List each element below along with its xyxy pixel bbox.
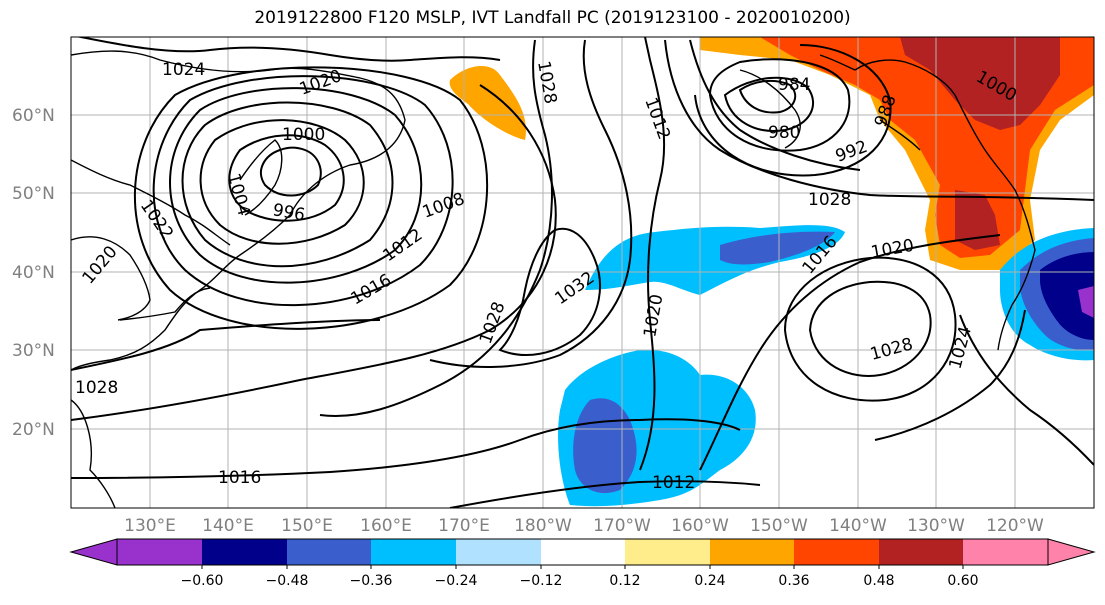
- contour-label: 1024: [162, 60, 205, 80]
- map-gridlines: [71, 37, 1094, 508]
- colorbar-segment: [625, 539, 710, 565]
- colorbar-segment: [794, 539, 879, 565]
- colorbar-extend-min: [69, 538, 118, 566]
- map-border: [70, 36, 1095, 509]
- colorbar-tick-label: 0.60: [947, 573, 978, 589]
- colorbar-segment: [202, 539, 287, 565]
- colorbar-tick-label: −0.48: [266, 573, 309, 589]
- contour-label: 1012: [652, 473, 695, 493]
- latitude-labels: 60°N 50°N 40°N 30°N 20°N: [12, 106, 55, 440]
- contour-label: 984: [778, 75, 810, 95]
- lon-label: 150°E: [281, 516, 333, 536]
- lat-label: 30°N: [12, 341, 55, 361]
- colorbar-tick-label: −0.12: [520, 573, 563, 589]
- colorbar-tick-label: −0.24: [435, 573, 478, 589]
- lon-label: 120°W: [986, 516, 1044, 536]
- contour-label: 1016: [218, 468, 261, 488]
- colorbar-segment: [541, 539, 626, 565]
- colorbar-tick-label: −0.60: [181, 573, 224, 589]
- colorbar-extend-max: [1047, 538, 1096, 566]
- contour-label: 980: [768, 123, 800, 143]
- colorbar-segment: [879, 539, 964, 565]
- colorbar: −0.60 −0.48 −0.36 −0.24 −0.12 0.12 0.24 …: [69, 538, 1096, 589]
- colorbar-tick-label: −0.36: [350, 573, 393, 589]
- lat-label: 40°N: [12, 263, 55, 283]
- lat-label: 50°N: [12, 184, 55, 204]
- lon-label: 170°E: [438, 516, 490, 536]
- lon-label: 140°E: [202, 516, 254, 536]
- lon-label: 130°E: [124, 516, 176, 536]
- coastlines: [71, 50, 1036, 508]
- colorbar-segment: [287, 539, 372, 565]
- lon-label: 160°E: [360, 516, 412, 536]
- lat-label: 60°N: [12, 106, 55, 126]
- colorbar-segment: [371, 539, 456, 565]
- colorbar-tick-label: 0.24: [694, 573, 725, 589]
- colorbar-outline: [116, 538, 1049, 566]
- colorbar-segment: [117, 539, 202, 565]
- colorbar-tick-label: 0.48: [863, 573, 894, 589]
- lon-label: 140°W: [829, 516, 887, 536]
- longitude-labels: 130°E 140°E 150°E 160°E 170°E 180°W 170°…: [124, 516, 1044, 536]
- ivt-positive-shading: [449, 37, 1094, 270]
- lon-label: 180°W: [514, 516, 572, 536]
- colorbar-tick-label: 0.12: [609, 573, 640, 589]
- map-title: 2019122800 F120 MSLP, IVT Landfall PC (2…: [254, 8, 851, 28]
- colorbar-segment: [456, 539, 541, 565]
- lat-label: 20°N: [12, 420, 55, 440]
- contour-label: 1028: [808, 190, 851, 210]
- lon-label: 130°W: [907, 516, 965, 536]
- lon-label: 150°W: [750, 516, 808, 536]
- contour-label: 1000: [282, 125, 325, 145]
- lon-label: 170°W: [593, 516, 651, 536]
- colorbar-tick-label: 0.36: [778, 573, 809, 589]
- colorbar-segment: [710, 539, 795, 565]
- lon-label: 160°W: [671, 516, 729, 536]
- contour-label: 1028: [75, 378, 118, 398]
- mslp-contours: [71, 37, 1094, 508]
- colorbar-segment: [963, 539, 1048, 565]
